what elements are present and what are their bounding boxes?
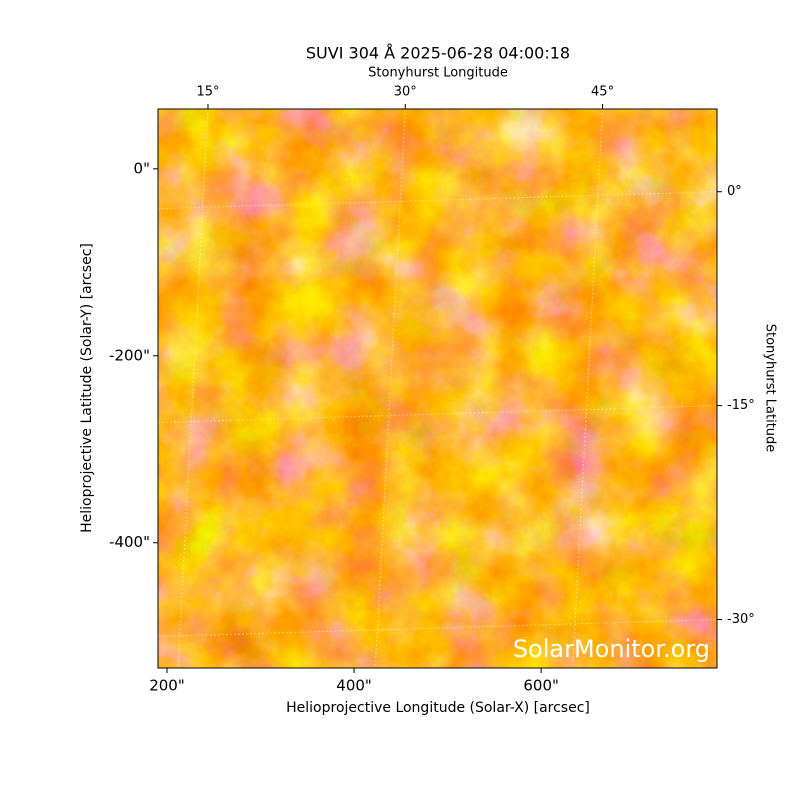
x2-tick-label: 15° bbox=[196, 85, 219, 100]
x2-tick-label: 30° bbox=[394, 85, 417, 100]
latitude-grid-line bbox=[157, 191, 718, 210]
x2-tick-label: 45° bbox=[591, 85, 614, 100]
x-tick-label: 400" bbox=[336, 677, 372, 695]
longitude-grid-line bbox=[177, 108, 209, 669]
y2-tick-label: 0° bbox=[727, 184, 742, 199]
longitude-grid-line bbox=[572, 108, 604, 669]
y-tick-label: -200" bbox=[109, 346, 150, 364]
watermark: SolarMonitor.org bbox=[513, 635, 710, 663]
latitude-grid-line bbox=[157, 619, 718, 638]
chart-title: SUVI 304 Å 2025-06-28 04:00:18 bbox=[306, 44, 570, 63]
y2-axis-label: Stonyhurst Latitude bbox=[763, 324, 778, 453]
plot-frame bbox=[157, 108, 718, 669]
x-axis-label: Helioprojective Longitude (Solar-X) [arc… bbox=[286, 700, 590, 716]
longitude-grid-line bbox=[374, 108, 406, 669]
x-tick-label: 200" bbox=[149, 677, 185, 695]
latitude-grid-line bbox=[157, 405, 718, 424]
y2-tick-label: -30° bbox=[727, 612, 755, 627]
y-tick-label: -400" bbox=[109, 533, 150, 551]
y-tick-label: 0" bbox=[134, 159, 150, 177]
solar-texture bbox=[158, 109, 717, 668]
x2-axis-label: Stonyhurst Longitude bbox=[368, 66, 508, 81]
y2-tick-label: -15° bbox=[727, 398, 755, 413]
x-tick-label: 600" bbox=[523, 677, 559, 695]
y-axis-label: Helioprojective Latitude (Solar-Y) [arcs… bbox=[79, 243, 95, 533]
